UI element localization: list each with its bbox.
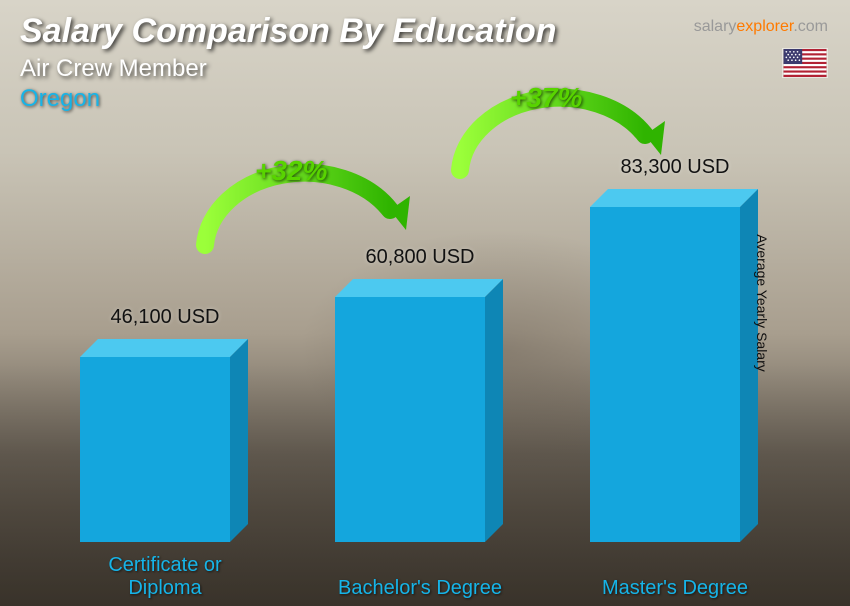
bar-value-label: 83,300 USD [610, 156, 740, 179]
category-label: Master's Degree [585, 577, 765, 600]
category-label: Bachelor's Degree [330, 577, 510, 600]
salary-bar-chart: 46,100 USD60,800 USD83,300 USD +32% +37% [40, 155, 780, 542]
bar-value-label: 46,100 USD [100, 306, 230, 329]
brand-watermark: salaryexplorer.com [694, 18, 828, 36]
bar-value-label: 60,800 USD [355, 246, 485, 269]
flag-icon [782, 48, 828, 78]
brand-tld: .com [793, 18, 828, 35]
yaxis-label: Average Yearly Salary [753, 234, 769, 372]
region-label: Oregon [20, 85, 830, 113]
category-label: Certificate or Diploma [75, 554, 255, 600]
job-subtitle: Air Crew Member [20, 55, 830, 83]
increase-percent: +37% [510, 82, 582, 114]
increase-percent: +32% [255, 155, 327, 187]
brand-part2: explorer [736, 18, 793, 35]
brand-part1: salary [694, 18, 737, 35]
